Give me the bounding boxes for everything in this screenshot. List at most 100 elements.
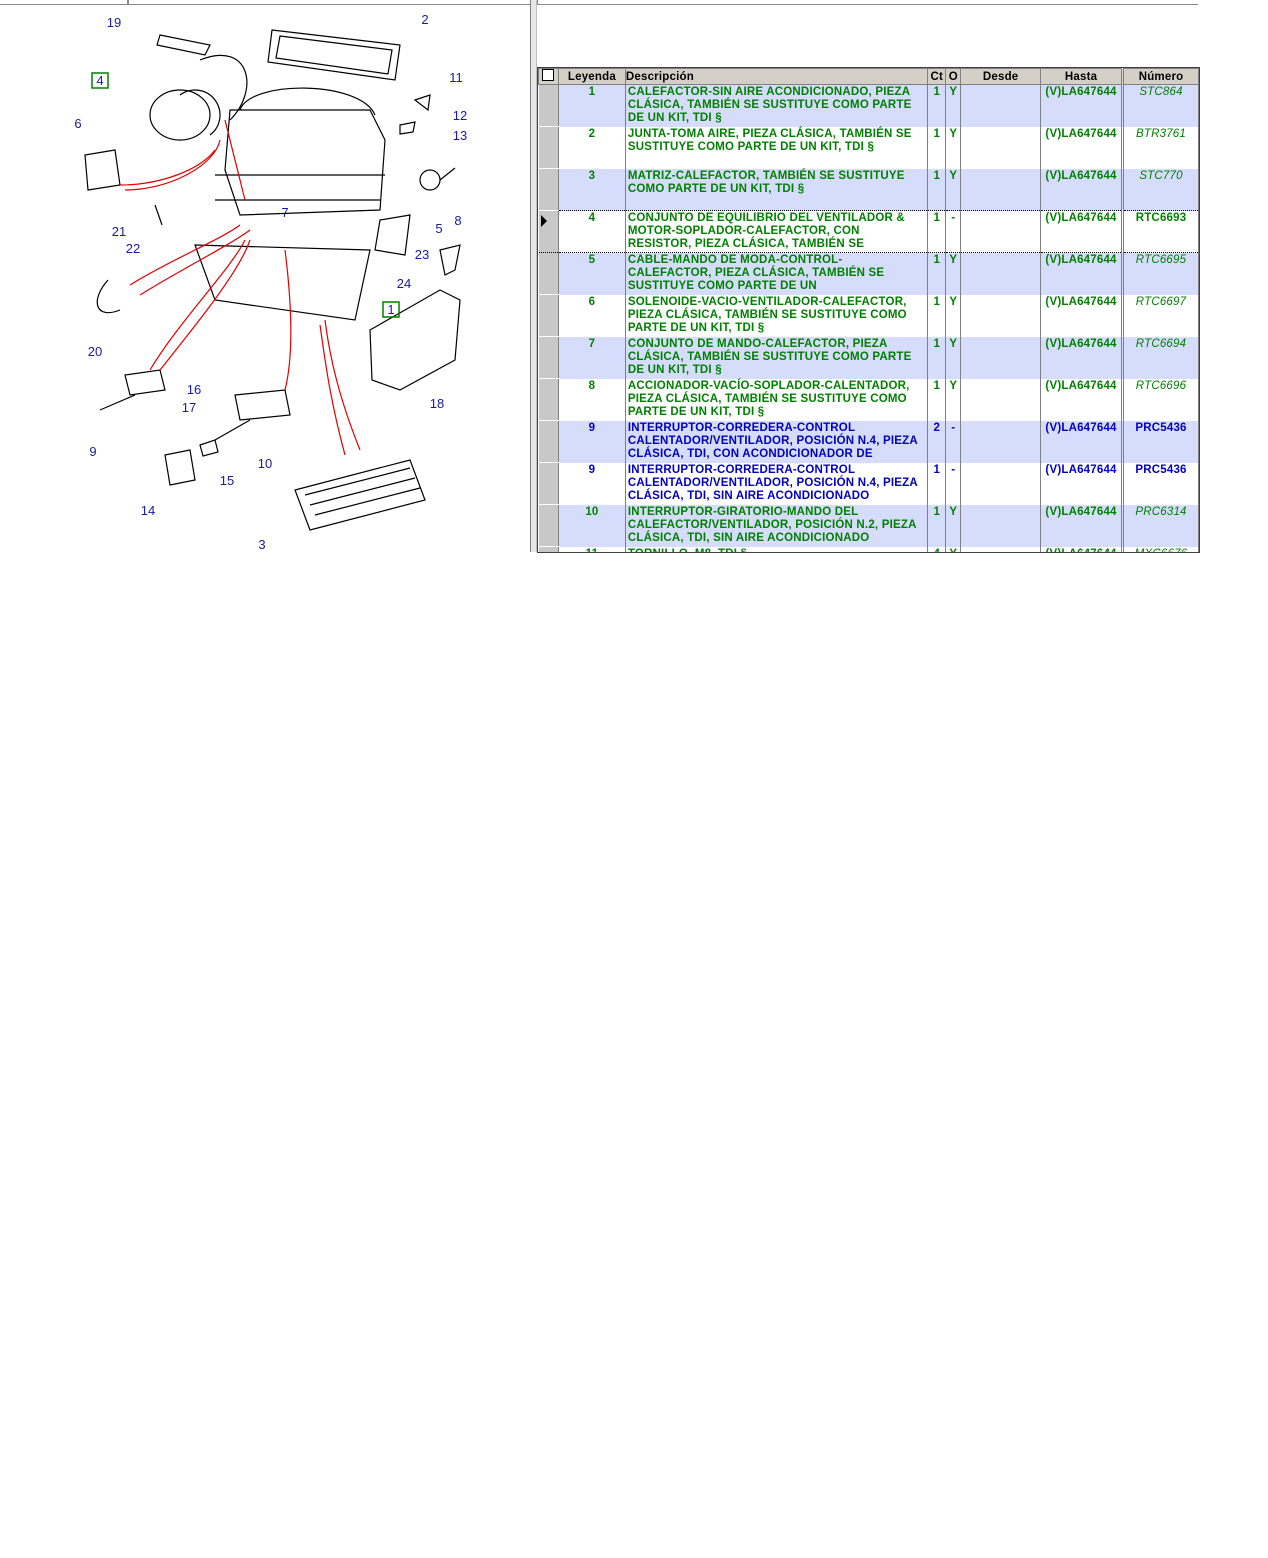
cell-numero[interactable]: RTC6694 xyxy=(1121,336,1199,379)
cell-hasta: (V)LA647644 xyxy=(1040,420,1124,463)
callout-8[interactable]: 8 xyxy=(454,213,461,228)
callout-6[interactable]: 6 xyxy=(74,116,81,131)
cell-numero[interactable]: RTC6697 xyxy=(1121,294,1199,337)
callout-18[interactable]: 18 xyxy=(430,396,444,411)
cell-hasta: (V)LA647644 xyxy=(1040,84,1124,127)
cell-numero[interactable]: STC864 xyxy=(1121,84,1199,127)
callout-19[interactable]: 19 xyxy=(107,15,121,30)
row-selector[interactable] xyxy=(538,252,559,295)
callout-20[interactable]: 20 xyxy=(88,344,102,359)
cell-descripcion: TORNILLO, M8, TDI § xyxy=(625,546,929,552)
callout-7[interactable]: 7 xyxy=(281,205,288,220)
callout-boxed-4[interactable]: 4 xyxy=(96,73,103,88)
cell-numero[interactable]: RTC6693 xyxy=(1121,210,1199,253)
cell-hasta: (V)LA647644 xyxy=(1040,378,1124,421)
callout-box xyxy=(382,301,400,318)
cell-ct: 1 xyxy=(927,252,947,295)
cell-numero[interactable]: MXC6676 xyxy=(1121,546,1199,552)
cell-desde xyxy=(960,294,1042,337)
cell-hasta: (V)LA647644 xyxy=(1040,252,1124,295)
callout-23[interactable]: 23 xyxy=(415,247,429,262)
cell-descripcion: ACCIONADOR-VACÍO-SOPLADOR-CALENTADOR, PI… xyxy=(625,378,929,421)
cell-hasta: (V)LA647644 xyxy=(1040,336,1124,379)
cell-desde xyxy=(960,378,1042,421)
cell-numero[interactable]: RTC6695 xyxy=(1121,252,1199,295)
cell-ct: 1 xyxy=(927,378,947,421)
table-row[interactable]: 11TORNILLO, M8, TDI §4Y (V)LA647644MXC667… xyxy=(538,546,1199,552)
callout-12[interactable]: 12 xyxy=(453,108,467,123)
table-row[interactable]: 9 INTERRUPTOR-CORREDERA-CONTROL CALENTADO… xyxy=(538,420,1199,463)
callout-boxed-1[interactable]: 1 xyxy=(387,302,394,317)
column-header-descripcion[interactable]: Descripción xyxy=(624,68,929,85)
row-selector[interactable] xyxy=(538,504,559,547)
table-row[interactable]: 4 CONJUNTO DE EQUILIBRIO DEL VENTILADOR &… xyxy=(538,210,1199,253)
cell-ct: 1 xyxy=(927,168,947,211)
cell-desde xyxy=(960,546,1042,552)
cell-descripcion: CALEFACTOR-SIN AIRE ACONDICIONADO, PIEZA… xyxy=(625,84,929,127)
callout-22[interactable]: 22 xyxy=(126,241,140,256)
callout-2[interactable]: 2 xyxy=(421,12,428,27)
select-all-header[interactable] xyxy=(538,68,559,85)
cell-numero[interactable]: BTR3761 xyxy=(1121,126,1199,169)
cell-numero[interactable]: RTC6696 xyxy=(1121,378,1199,421)
column-header-numero[interactable]: Número xyxy=(1121,68,1199,85)
cell-leyenda: 9 xyxy=(558,462,626,505)
select-all-checkbox[interactable] xyxy=(542,69,555,81)
column-header-hasta[interactable]: Hasta xyxy=(1040,68,1124,85)
row-selector[interactable] xyxy=(538,210,559,253)
row-selector[interactable] xyxy=(538,336,559,379)
cell-numero[interactable]: PRC6314 xyxy=(1121,504,1199,547)
column-header-o[interactable]: O xyxy=(945,68,962,85)
frame-separator xyxy=(127,0,129,4)
cell-leyenda: 8 xyxy=(558,378,626,421)
table-row[interactable]: 2 JUNTA-TOMA AIRE, PIEZA CLÁSICA, TAMBIÉN… xyxy=(538,126,1199,169)
callout-24[interactable]: 24 xyxy=(397,276,411,291)
cell-ct: 1 xyxy=(927,126,947,169)
cell-ct: 1 xyxy=(927,210,947,253)
cell-numero[interactable]: PRC5436 xyxy=(1121,462,1199,505)
row-selector[interactable] xyxy=(538,378,559,421)
callout-10[interactable]: 10 xyxy=(258,456,272,471)
cell-descripcion: INTERRUPTOR-CORREDERA-CONTROL CALENTADOR… xyxy=(625,420,929,463)
callout-11[interactable]: 11 xyxy=(449,70,463,85)
cell-descripcion: SOLENOIDE-VACIO-VENTILADOR-CALEFACTOR, P… xyxy=(625,294,929,337)
table-row[interactable]: 10 INTERRUPTOR-GIRATORIO-MANDO DEL CALEFA… xyxy=(538,504,1199,547)
column-header-desde[interactable]: Desde xyxy=(960,68,1042,85)
callout-box xyxy=(91,72,109,89)
row-selector[interactable] xyxy=(538,126,559,169)
cell-numero[interactable]: STC770 xyxy=(1121,168,1199,211)
cell-hasta: (V)LA647644 xyxy=(1040,504,1124,547)
table-row[interactable]: 8 ACCIONADOR-VACÍO-SOPLADOR-CALENTADOR, P… xyxy=(538,378,1199,421)
row-selector[interactable] xyxy=(538,420,559,463)
row-selector[interactable] xyxy=(538,294,559,337)
splitter[interactable] xyxy=(530,0,537,552)
row-selector[interactable] xyxy=(538,168,559,211)
table-row[interactable]: 5 CABLE-MANDO DE MODA-CONTROL-CALEFACTOR,… xyxy=(538,252,1199,295)
callout-17[interactable]: 17 xyxy=(182,400,196,415)
cell-descripcion: CONJUNTO DE EQUILIBRIO DEL VENTILADOR & … xyxy=(625,210,929,253)
callout-14[interactable]: 14 xyxy=(141,503,155,518)
top-frame-border xyxy=(0,0,1198,5)
table-row[interactable]: 6 SOLENOIDE-VACIO-VENTILADOR-CALEFACTOR, … xyxy=(538,294,1199,337)
column-header-leyenda[interactable]: Leyenda xyxy=(557,68,626,85)
callout-9[interactable]: 9 xyxy=(89,444,96,459)
callout-16[interactable]: 16 xyxy=(187,382,201,397)
table-row[interactable]: 3 MATRIZ-CALEFACTOR, TAMBIÉN SE SUSTITUYE… xyxy=(538,168,1199,211)
column-header-ct[interactable]: Ct xyxy=(927,68,947,85)
row-selector[interactable] xyxy=(538,462,559,505)
cell-numero[interactable]: PRC5436 xyxy=(1121,420,1199,463)
table-row[interactable]: 1 CALEFACTOR-SIN AIRE ACONDICIONADO, PIEZ… xyxy=(538,84,1199,127)
table-row[interactable]: 7 CONJUNTO DE MANDO-CALEFACTOR, PIEZA CLÁ… xyxy=(538,336,1199,379)
callout-21[interactable]: 21 xyxy=(112,224,126,239)
table-row[interactable]: 9 INTERRUPTOR-CORREDERA-CONTROL CALENTADO… xyxy=(538,462,1199,505)
callout-15[interactable]: 15 xyxy=(220,473,234,488)
callout-3[interactable]: 3 xyxy=(258,537,265,552)
cell-o: - xyxy=(945,462,962,505)
row-selector[interactable] xyxy=(538,84,559,127)
cell-leyenda: 2 xyxy=(558,126,626,169)
cell-descripcion: JUNTA-TOMA AIRE, PIEZA CLÁSICA, TAMBIÉN … xyxy=(625,126,929,169)
callout-13[interactable]: 13 xyxy=(453,128,467,143)
cell-leyenda: 4 xyxy=(558,210,626,253)
callout-5[interactable]: 5 xyxy=(435,221,442,236)
row-selector[interactable] xyxy=(538,546,559,552)
